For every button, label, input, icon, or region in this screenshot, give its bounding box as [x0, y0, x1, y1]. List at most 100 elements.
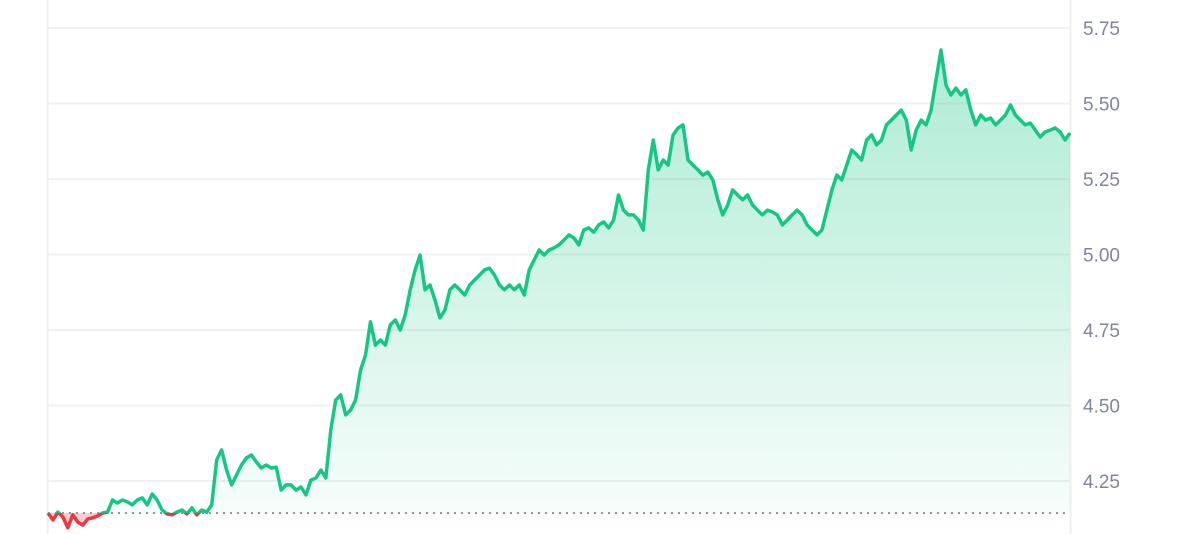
- data-point: [156, 499, 158, 501]
- data-point: [766, 209, 768, 211]
- data-point: [360, 369, 362, 371]
- data-point: [796, 209, 798, 211]
- data-point: [811, 229, 813, 231]
- data-point: [484, 269, 486, 271]
- data-point: [821, 229, 823, 231]
- data-point: [226, 469, 228, 471]
- data-point: [141, 497, 143, 499]
- data-point: [1044, 131, 1046, 133]
- data-point: [955, 87, 957, 89]
- data-point: [990, 117, 992, 119]
- data-point: [464, 294, 466, 296]
- data-point: [861, 159, 863, 161]
- data-point: [672, 134, 674, 136]
- data-point: [275, 466, 277, 468]
- data-point: [588, 227, 590, 229]
- data-point: [598, 224, 600, 226]
- data-point: [161, 509, 163, 511]
- data-point: [508, 284, 510, 286]
- data-point: [543, 254, 545, 256]
- data-point: [771, 211, 773, 213]
- data-point: [429, 284, 431, 286]
- data-point: [419, 254, 421, 256]
- data-point: [995, 124, 997, 126]
- data-point: [503, 289, 505, 291]
- data-point: [439, 317, 441, 319]
- data-point: [652, 139, 654, 141]
- data-point: [1019, 119, 1021, 121]
- data-point: [166, 513, 168, 515]
- data-point: [280, 489, 282, 491]
- data-point: [47, 512, 49, 514]
- data-point: [285, 484, 287, 486]
- data-point: [915, 129, 917, 131]
- data-point: [513, 289, 515, 291]
- data-point: [806, 224, 808, 226]
- data-point: [677, 127, 679, 129]
- data-point: [250, 454, 252, 456]
- data-point: [240, 464, 242, 466]
- data-point: [523, 294, 525, 296]
- data-point: [518, 284, 520, 286]
- y-tick-label: 5.50: [1083, 95, 1120, 116]
- data-point: [751, 204, 753, 206]
- data-point: [930, 109, 932, 111]
- data-point: [176, 511, 178, 513]
- data-point: [786, 219, 788, 221]
- data-point: [632, 214, 634, 216]
- data-point: [459, 289, 461, 291]
- data-point: [474, 279, 476, 281]
- data-point: [950, 94, 952, 96]
- data-point: [965, 89, 967, 91]
- data-point: [414, 269, 416, 271]
- data-point: [712, 179, 714, 181]
- y-tick-label: 5.75: [1083, 19, 1120, 40]
- data-point: [538, 249, 540, 251]
- data-point: [260, 467, 262, 469]
- data-point: [910, 149, 912, 151]
- data-point: [489, 267, 491, 269]
- data-point: [186, 513, 188, 515]
- data-point: [394, 319, 396, 321]
- data-point: [449, 289, 451, 291]
- data-point: [905, 119, 907, 121]
- data-point: [494, 274, 496, 276]
- data-point: [479, 274, 481, 276]
- data-point: [692, 164, 694, 166]
- data-point: [593, 231, 595, 233]
- y-tick-label: 5.25: [1083, 170, 1120, 191]
- data-point: [1059, 131, 1061, 133]
- y-axis: 4.25 4.50 4.75 5.00 5.25 5.50 5.75: [1083, 19, 1120, 493]
- data-point: [434, 299, 436, 301]
- data-point: [191, 507, 193, 509]
- y-tick-label: 4.25: [1083, 472, 1120, 493]
- y-tick-label: 5.00: [1083, 246, 1120, 267]
- data-point: [444, 309, 446, 311]
- data-point: [211, 504, 213, 506]
- data-point: [231, 484, 233, 486]
- data-point: [389, 324, 391, 326]
- data-point: [424, 289, 426, 291]
- data-point: [558, 244, 560, 246]
- data-point: [107, 511, 109, 513]
- data-point: [121, 499, 123, 501]
- data-point: [365, 354, 367, 356]
- data-point: [920, 119, 922, 121]
- data-point: [1064, 139, 1066, 141]
- data-point: [742, 199, 744, 201]
- data-point: [925, 124, 927, 126]
- data-point: [330, 429, 332, 431]
- data-point: [880, 139, 882, 141]
- data-point: [399, 329, 401, 331]
- data-point: [553, 247, 555, 249]
- data-point: [816, 234, 818, 236]
- data-point: [687, 159, 689, 161]
- data-point: [62, 516, 64, 518]
- data-point: [72, 514, 74, 516]
- data-point: [97, 515, 99, 517]
- data-point: [131, 504, 133, 506]
- data-point: [369, 321, 371, 323]
- data-point: [548, 249, 550, 251]
- data-point: [236, 474, 238, 476]
- data-point: [116, 502, 118, 504]
